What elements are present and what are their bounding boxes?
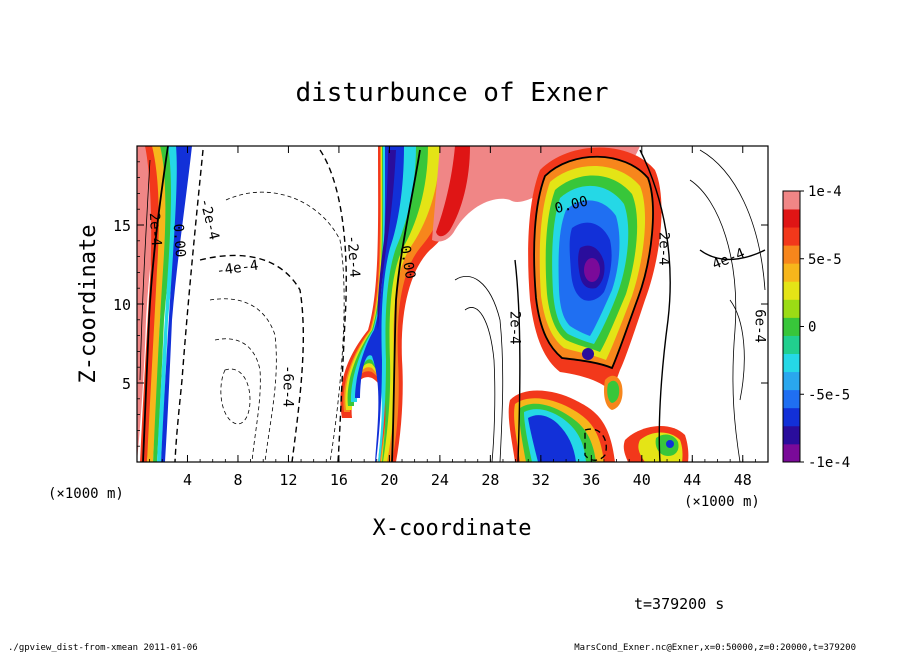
x-ticks: 4 8 12 16 20 24 28 32 36 40 44 48 xyxy=(149,146,756,489)
colorbar-cell xyxy=(783,209,800,228)
colorbar-label: 0 xyxy=(808,320,816,336)
y-axis-label: Z-coordinate xyxy=(76,225,101,384)
x-tick-label: 44 xyxy=(683,471,701,489)
colorbar-cell xyxy=(783,335,800,354)
contour-label: 0.00 xyxy=(553,193,590,217)
x-tick-label: 40 xyxy=(633,471,651,489)
left-boundary-band xyxy=(137,146,192,462)
colorbar-label: -5e-5 xyxy=(808,387,850,403)
x-unit-label: (×1000 m) xyxy=(684,494,760,510)
x-tick-label: 20 xyxy=(380,471,398,489)
colorbar-cell xyxy=(783,191,800,210)
colorbar-cell xyxy=(783,227,800,246)
colorbar-cell xyxy=(783,317,800,336)
contour-label: 2e-4 xyxy=(655,232,671,266)
right-cell xyxy=(528,147,662,392)
y-tick-label: 5 xyxy=(122,375,131,393)
contour-label-layer: 2e-4 0.00 -2e-4-4e-4-6e-4-2e-4 0.002e-40.00… xyxy=(146,193,768,407)
x-tick-label: 8 xyxy=(233,471,242,489)
time-label: t=379200 s xyxy=(634,595,724,613)
x-tick-label: 4 xyxy=(183,471,192,489)
colorbar-cell xyxy=(783,245,800,264)
contour-label: -2e-4 xyxy=(344,235,363,278)
colorbar-cell xyxy=(783,281,800,300)
plot-area: 2e-4 0.00 -2e-4-4e-4-6e-4-2e-4 0.002e-40.00… xyxy=(113,145,769,489)
contour-label: 2e-4 xyxy=(507,311,523,345)
contour-lines xyxy=(139,146,766,462)
x-tick-label: 16 xyxy=(330,471,348,489)
lower-right-blob xyxy=(508,375,689,462)
colorbar-cell xyxy=(783,407,800,427)
y-tick-label: 15 xyxy=(113,217,131,235)
contour-label: 6e-4 xyxy=(751,309,767,343)
x-tick-label: 24 xyxy=(431,471,449,489)
footer-left: ./gpview_dist-from-xmean 2011-01-06 xyxy=(8,643,198,653)
colorbar: 1e-4 5e-5 0 -5e-5 -1e-4 xyxy=(782,184,850,471)
y-ticks: 5 10 15 xyxy=(113,161,768,447)
colorbar-cell xyxy=(783,425,800,445)
colorbar-cell xyxy=(783,263,800,282)
colorbar-label: -1e-4 xyxy=(808,455,850,471)
colorbar-cell xyxy=(783,389,800,409)
colorbar-cell xyxy=(783,299,800,318)
colorbar-cells xyxy=(783,191,800,463)
contour-label: 0.00 xyxy=(170,223,188,258)
x-axis-label: X-coordinate xyxy=(373,516,532,541)
x-tick-label: 36 xyxy=(582,471,600,489)
contour-label: -4e-4 xyxy=(215,258,259,280)
colorbar-labels: 1e-4 5e-5 0 -5e-5 -1e-4 xyxy=(800,184,850,471)
chart-title: disturbunce of Exner xyxy=(295,78,608,108)
x-tick-label: 32 xyxy=(532,471,550,489)
z-unit-label: (×1000 m) xyxy=(48,486,124,502)
x-tick-label: 48 xyxy=(734,471,752,489)
footer-right: MarsCond_Exner.nc@Exner,x=0:50000,z=0:20… xyxy=(574,643,856,653)
colorbar-cell xyxy=(783,353,800,373)
contour-label: 0.00 xyxy=(396,244,418,280)
x-tick-label: 28 xyxy=(481,471,499,489)
contour-label: -6e-4 xyxy=(279,365,295,407)
colorbar-label: 5e-5 xyxy=(808,252,842,268)
colorbar-cell xyxy=(783,371,800,391)
y-tick-label: 10 xyxy=(113,296,131,314)
colored-regions: 2e-4 0.00 -2e-4-4e-4-6e-4-2e-4 0.002e-40.00… xyxy=(137,146,767,462)
colorbar-cell xyxy=(783,443,800,463)
contour-label: 2e-4 xyxy=(146,212,164,247)
colorbar-label: 1e-4 xyxy=(808,184,842,200)
x-tick-label: 12 xyxy=(279,471,297,489)
